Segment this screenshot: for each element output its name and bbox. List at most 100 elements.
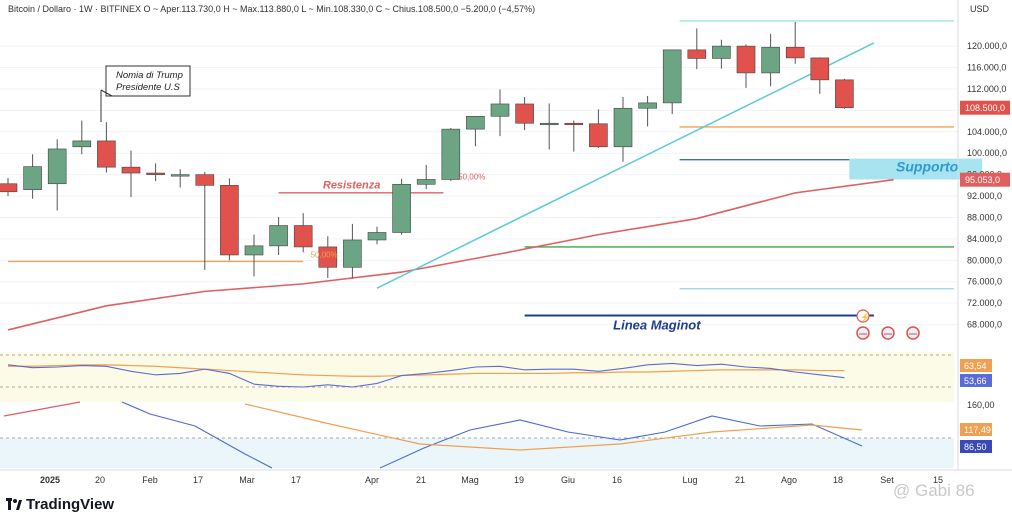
panel1-signal-line xyxy=(8,364,845,377)
candle-body xyxy=(23,166,42,190)
candle-body xyxy=(785,46,805,59)
event-flag-icon xyxy=(906,326,920,340)
candle xyxy=(613,97,633,162)
candle xyxy=(638,95,657,127)
y-tick-label: 100.000,0 xyxy=(967,148,1007,158)
candle-body xyxy=(589,123,608,148)
alert-glyph: ⚡ xyxy=(860,312,870,322)
candle-body xyxy=(146,172,165,175)
candle xyxy=(97,122,116,173)
x-tick-label: Feb xyxy=(142,475,158,485)
callout-box xyxy=(100,65,191,97)
x-tick-label: Ago xyxy=(781,475,797,485)
panel2-tag-text: 117,49 xyxy=(964,425,991,435)
y-tick-label: 92.000,0 xyxy=(967,191,1002,201)
maginot-label: Linea Maginot xyxy=(613,318,701,333)
candle xyxy=(269,216,288,255)
chart-header: Bitcoin / Dollaro · 1W · BITFINEX O ~ Ap… xyxy=(8,4,535,14)
x-tick-label: 17 xyxy=(193,475,203,485)
candle xyxy=(687,28,707,70)
panel1-tag-text: 53,66 xyxy=(964,376,987,386)
candle xyxy=(121,150,141,198)
candle-body xyxy=(47,148,67,185)
candle xyxy=(293,213,313,253)
candle xyxy=(170,169,190,188)
candle-body xyxy=(170,174,190,177)
x-tick-label: 21 xyxy=(735,475,745,485)
callout-line-2: Presidente U.S xyxy=(116,82,181,93)
candle xyxy=(662,49,682,115)
price-tag-bg xyxy=(960,172,1010,187)
ohlc-values: O ~ Aper.113.730,0 H ~ Max.113.880,0 L ~… xyxy=(143,4,536,14)
candle xyxy=(712,39,731,69)
candle xyxy=(515,97,534,131)
candle-body xyxy=(0,183,18,193)
candle xyxy=(23,154,42,199)
panel1-tag-bg xyxy=(960,359,992,372)
panel1-tag-text: 63,54 xyxy=(964,361,987,371)
candle-body xyxy=(687,49,707,59)
panel2-red-line xyxy=(3,401,81,417)
candle-body xyxy=(343,239,362,268)
candle-body xyxy=(318,246,338,268)
candle xyxy=(490,89,510,137)
panel2-main-line-b xyxy=(379,415,863,469)
y-tick-label: 80.000,0 xyxy=(967,255,1002,265)
candle xyxy=(343,223,362,279)
x-tick-label: Apr xyxy=(365,475,379,485)
candle-body xyxy=(416,179,436,185)
candle-body xyxy=(613,107,633,148)
candle xyxy=(835,78,854,109)
x-tick-label: 15 xyxy=(933,475,943,485)
symbol-label: Bitcoin / Dollaro · 1W · BITFINEX xyxy=(8,4,142,14)
candle-body xyxy=(515,103,534,124)
candle-body xyxy=(72,140,92,148)
candle-body xyxy=(441,128,461,180)
x-tick-label: 2025 xyxy=(40,475,60,485)
candle xyxy=(244,234,264,277)
candle xyxy=(146,163,165,182)
candle-body xyxy=(195,174,215,186)
y-tick-label: 116.000,0 xyxy=(967,63,1006,73)
price-tag: 108.500,0 xyxy=(960,100,1010,115)
candle-body xyxy=(121,166,141,174)
panel2-tag-bg xyxy=(960,423,992,436)
event-flag-icon xyxy=(881,326,895,340)
price-tag: 95.053,0 xyxy=(960,172,1010,187)
x-tick-label: 21 xyxy=(416,475,426,485)
candle xyxy=(785,22,805,64)
panel1-value-tag: 63,54 xyxy=(960,359,992,372)
callout-line-1: Nomia di Trump xyxy=(116,70,183,81)
author-watermark: @ Gabi 86 xyxy=(893,481,975,500)
candle-body xyxy=(638,102,657,109)
candle-body xyxy=(736,45,756,74)
candle xyxy=(47,139,67,211)
candle-body xyxy=(293,225,313,248)
x-tick-label: Lug xyxy=(682,475,697,485)
event-circle xyxy=(906,326,920,340)
candle-body xyxy=(244,245,264,256)
candle-body xyxy=(97,140,116,168)
tradingview-logo-text: TradingView xyxy=(26,496,115,513)
candle-body xyxy=(761,46,780,74)
candle-body xyxy=(662,49,682,104)
candle xyxy=(367,226,387,245)
fib-label-b: 50,00% xyxy=(458,172,485,181)
candle xyxy=(318,236,338,278)
candle xyxy=(466,115,485,147)
panel2-tick-label: 160,00 xyxy=(967,400,995,410)
fib-label-a: 50,00% xyxy=(311,250,338,259)
x-tick-label: 16 xyxy=(612,475,622,485)
candle-body xyxy=(712,45,731,59)
x-tick-label: Mar xyxy=(239,475,255,485)
panel1-tag-bg xyxy=(960,374,992,387)
candle-body xyxy=(564,122,584,126)
moving-average-line xyxy=(7,178,894,331)
y-tick-label: 88.000,0 xyxy=(967,212,1002,222)
candle-body xyxy=(466,115,485,130)
x-tick-label: Giu xyxy=(561,475,575,485)
tradingview-logo[interactable]: TradingView xyxy=(6,496,114,513)
candle xyxy=(539,103,559,150)
y-tick-label: 112.000,0 xyxy=(967,84,1006,94)
